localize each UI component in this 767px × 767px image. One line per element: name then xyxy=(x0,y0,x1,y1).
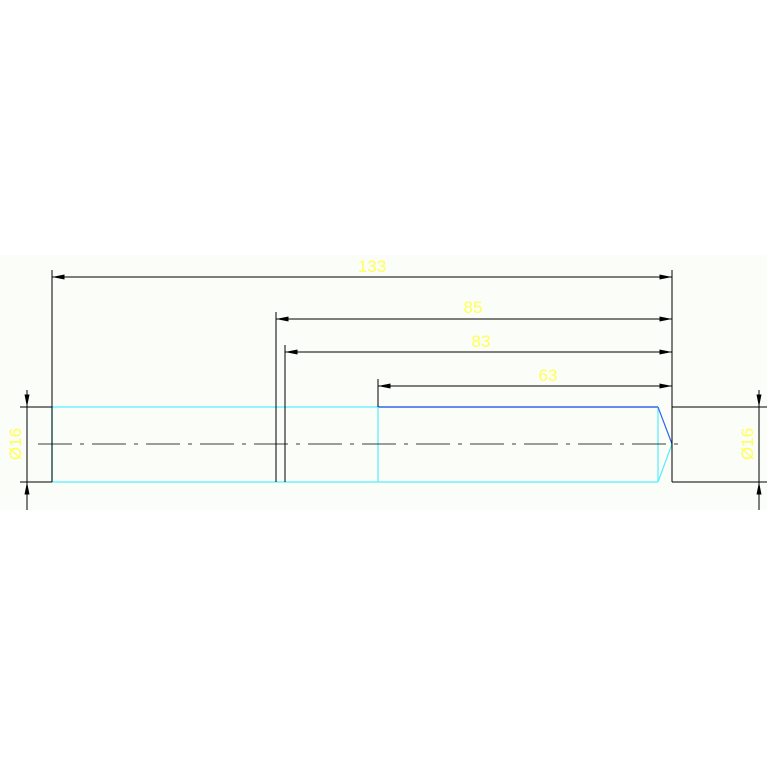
dim-text-diameter-left: Ø16 xyxy=(6,428,25,460)
dim-text-diameter-right: Ø16 xyxy=(738,428,757,460)
dim-text-63: 63 xyxy=(539,366,558,385)
shaft-outline xyxy=(51,406,673,483)
dim-text-133: 133 xyxy=(358,257,386,276)
dim-text-85: 85 xyxy=(464,298,483,317)
extension-lines xyxy=(20,270,767,483)
dim-text-83: 83 xyxy=(472,332,491,351)
drawing-area xyxy=(0,255,767,510)
